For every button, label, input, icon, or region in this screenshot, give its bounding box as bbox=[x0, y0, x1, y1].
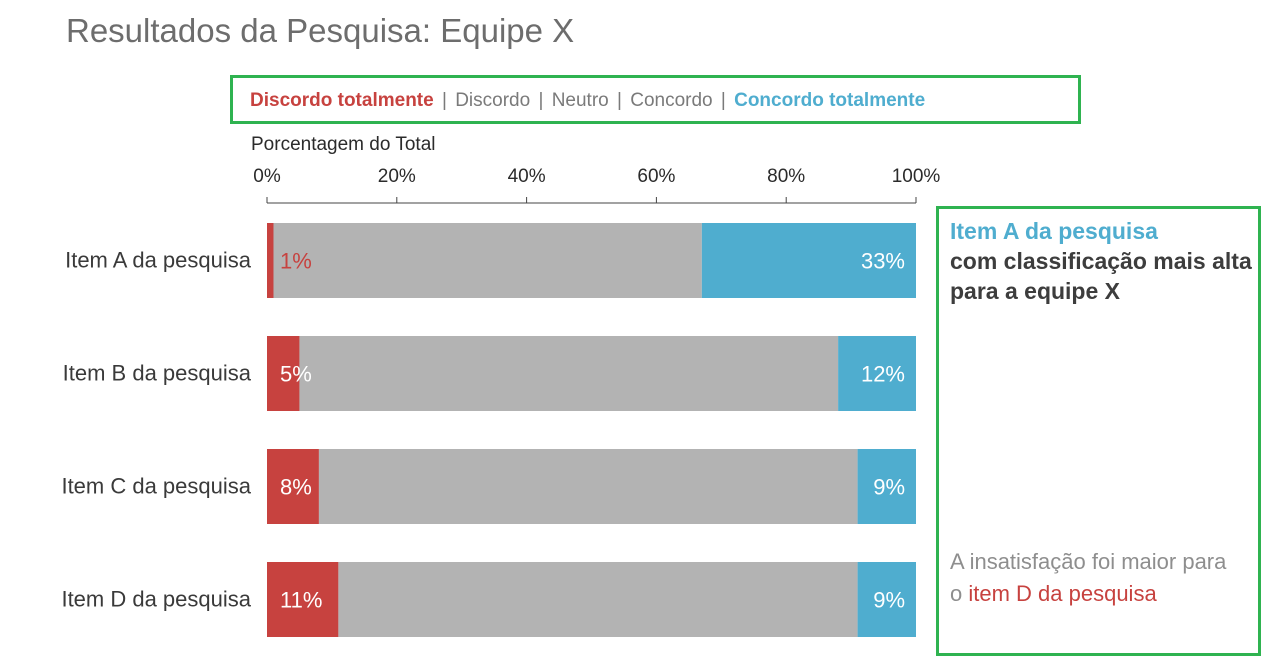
bar-segment-mid bbox=[338, 562, 858, 637]
legend-neg: Discordo totalmente bbox=[250, 90, 434, 111]
bar-segment-pos bbox=[857, 562, 916, 637]
category-label: Item D da pesquisa bbox=[61, 587, 251, 612]
side-annotation-bottom: A insatisfação foi maior para o item D d… bbox=[950, 546, 1240, 610]
data-label-pos: 33% bbox=[861, 249, 905, 274]
side-annotation-top: Item A da pesquisa com classificação mai… bbox=[950, 216, 1255, 306]
data-label-neg: 11% bbox=[280, 588, 322, 613]
bar-segment-mid bbox=[299, 336, 839, 411]
x-tick-label: 40% bbox=[508, 166, 546, 187]
x-tick-label: 80% bbox=[767, 166, 805, 187]
legend-mid1: Discordo bbox=[455, 90, 531, 111]
data-label-neg: 8% bbox=[280, 475, 312, 500]
side-bottom-text: A insatisfação foi maior para o bbox=[950, 549, 1227, 606]
side-top-rest: com classificação mais alta para a equip… bbox=[950, 248, 1252, 304]
x-tick-label: 0% bbox=[253, 166, 281, 187]
legend-highlight-box bbox=[230, 75, 1081, 124]
bar-segment-pos bbox=[701, 223, 916, 298]
legend-mid3: Concordo bbox=[630, 90, 713, 111]
x-tick-label: 100% bbox=[892, 166, 941, 187]
data-label-pos: 9% bbox=[873, 475, 905, 500]
legend-separator: | bbox=[441, 90, 447, 111]
category-label: Item B da pesquisa bbox=[63, 361, 252, 386]
bar-segment-neg bbox=[267, 562, 339, 637]
bar-segment-pos bbox=[838, 336, 916, 411]
category-label: Item A da pesquisa bbox=[65, 248, 252, 273]
page-title: Resultados da Pesquisa: Equipe X bbox=[66, 12, 575, 49]
bar-segment-neg bbox=[267, 449, 319, 524]
legend-mid2: Neutro bbox=[551, 90, 609, 111]
side-bottom-highlight: item D da pesquisa bbox=[968, 581, 1157, 606]
data-label-pos: 9% bbox=[873, 588, 905, 613]
x-tick-label: 60% bbox=[637, 166, 675, 187]
category-label: Item C da pesquisa bbox=[61, 474, 251, 499]
bar-segment-pos bbox=[857, 449, 916, 524]
legend-separator: | bbox=[617, 90, 622, 111]
side-top-highlight: Item A da pesquisa bbox=[950, 218, 1158, 244]
bar-segment-neg bbox=[267, 336, 300, 411]
data-label-neg: 1% bbox=[280, 249, 312, 274]
data-label-pos: 12% bbox=[861, 362, 905, 387]
bar-segment-neg bbox=[267, 223, 274, 298]
bar-segment-mid bbox=[318, 449, 858, 524]
legend-separator: | bbox=[720, 90, 726, 111]
x-tick-label: 20% bbox=[378, 166, 416, 187]
x-axis-title: Porcentagem do Total bbox=[251, 134, 436, 155]
legend: Discordo totalmente | Discordo | Neutro … bbox=[250, 90, 925, 112]
bar-segment-mid bbox=[273, 223, 702, 298]
side-annotation-box bbox=[936, 206, 1261, 656]
data-label-neg: 5% bbox=[280, 362, 312, 387]
legend-separator: | bbox=[538, 90, 544, 111]
legend-pos: Concordo totalmente bbox=[734, 90, 926, 111]
